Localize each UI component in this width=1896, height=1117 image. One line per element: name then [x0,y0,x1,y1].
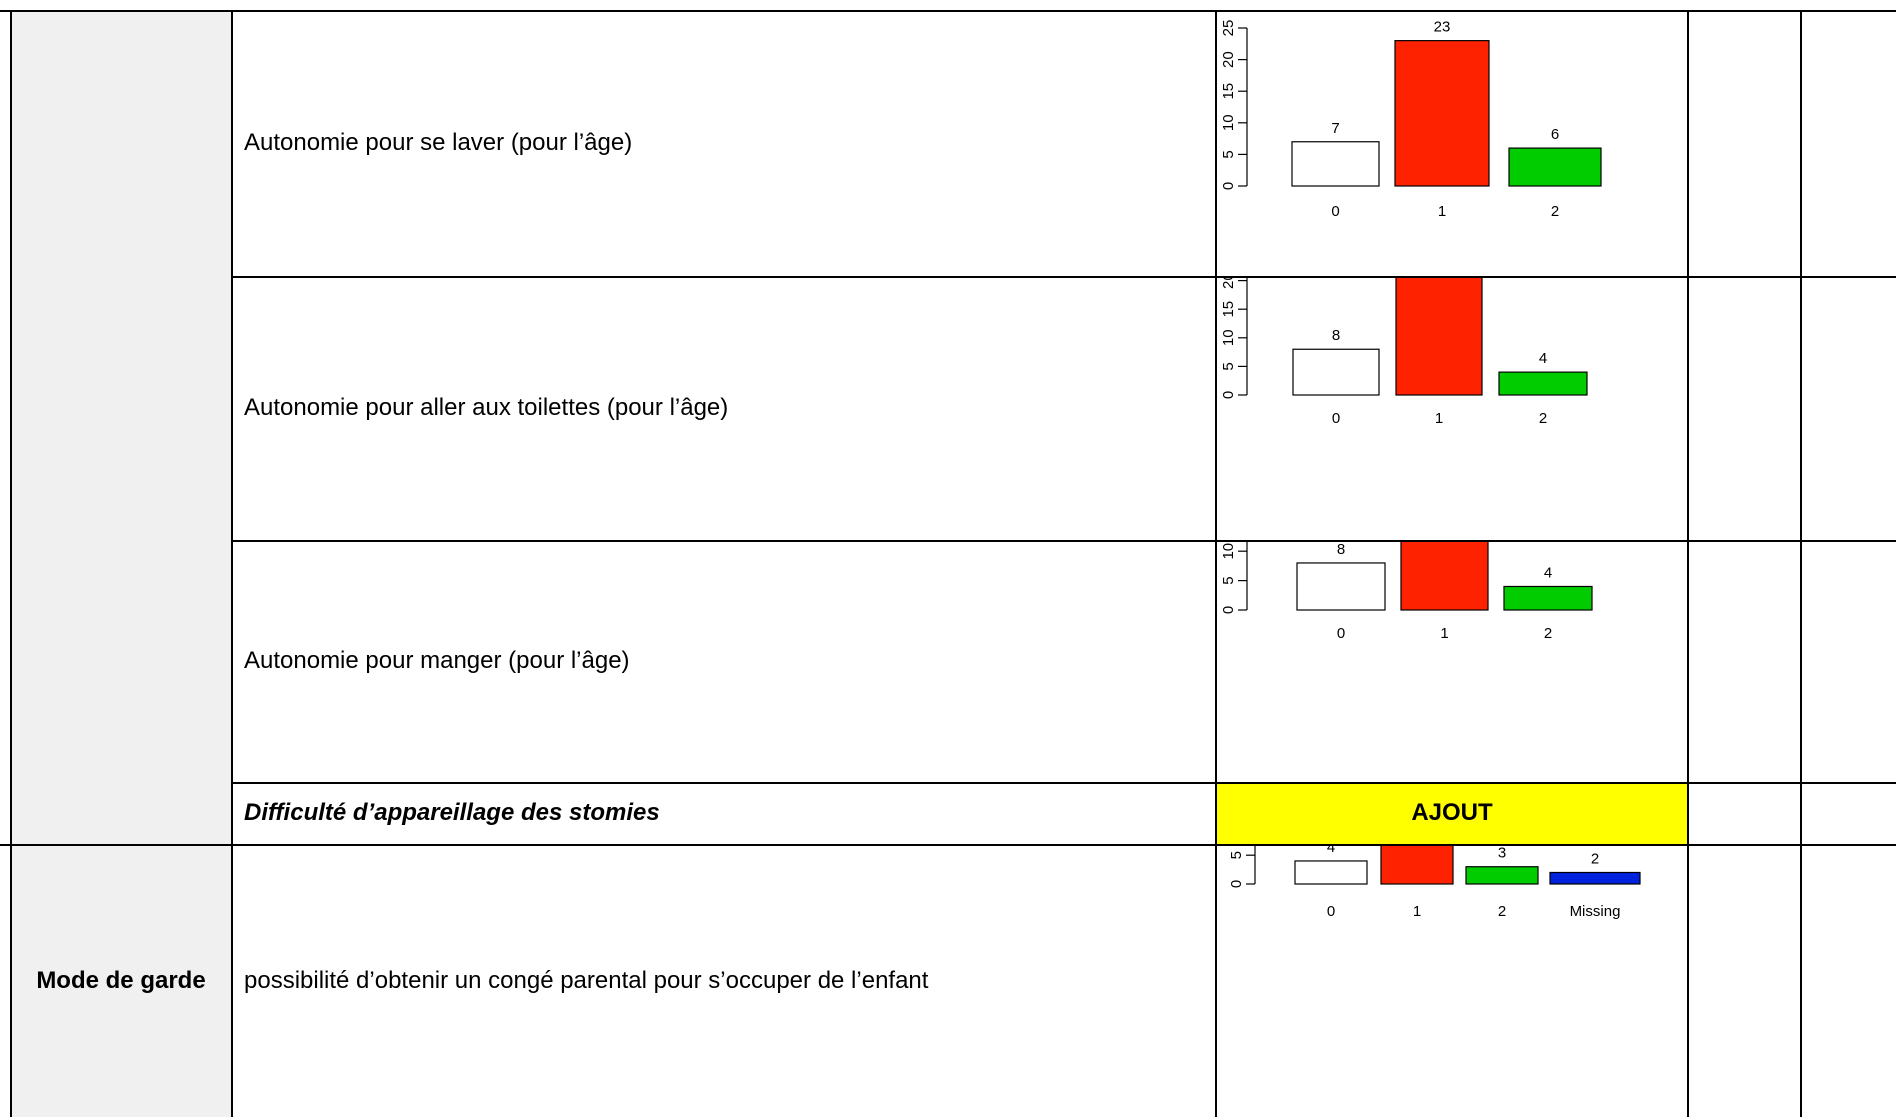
row-label-manger: Autonomie pour manger (pour l’âge) [244,647,630,674]
bar-0 [1296,562,1386,611]
x-category-label: 1 [1435,410,1443,427]
y-tick-label: 10 [1220,543,1237,560]
x-category-label: 2 [1544,625,1552,642]
x-category-label: 2 [1551,203,1559,220]
y-tick-label: 20 [1220,51,1237,68]
y-tick-label: 25 [1220,20,1237,37]
bar-chart-toilettes: 05101520258024142 [1220,277,1588,427]
y-tick-label: 0 [1220,182,1237,190]
y-tick-label: 10 [1220,114,1237,131]
ajout-badge: AJOUT [1216,782,1688,844]
y-tick-label: 0 [1220,391,1237,399]
bar-value-label: 3 [1498,845,1506,862]
y-tick-label: 20 [1220,277,1237,289]
y-tick-label: 5 [1220,150,1237,158]
grid-line [232,540,1896,542]
y-tick-label: 15 [1220,301,1237,318]
category-cell-empty [10,10,232,844]
bar-0 [1294,860,1368,885]
x-category-label: Missing [1570,903,1621,920]
x-category-label: 0 [1337,625,1345,642]
bar-value-label: 4 [1327,845,1335,856]
y-tick-label: 5 [1220,362,1237,370]
y-tick-label: 5 [1228,851,1245,859]
row-label-laver: Autonomie pour se laver (pour l’âge) [244,129,633,156]
bar-0 [1291,141,1380,187]
x-category-label: 0 [1331,203,1339,220]
grid-line [1800,10,1802,1117]
x-category-label: 0 [1327,903,1335,920]
bar-value-label: 23 [1434,19,1451,36]
bar-1 [1394,40,1490,187]
bar-2 [1465,866,1539,885]
bar-value-label: 7 [1331,120,1339,137]
y-tick-label: 10 [1220,329,1237,346]
bar-1 [1400,541,1489,611]
x-category-label: 1 [1413,903,1421,920]
bar-0 [1292,348,1380,396]
bar-chart-laver: 0 5 10 15 20 25 7 0 23 1 6 2 [1220,19,1602,220]
bar-2 [1508,147,1602,187]
grid-line [10,10,12,1117]
bar-1 [1380,845,1454,885]
bar-value-label: 4 [1544,564,1552,581]
bar-2 [1498,371,1588,396]
y-tick-label: 5 [1220,576,1237,584]
grid-line [1687,10,1689,1117]
bar-1 [1395,277,1483,396]
bar-chart-conge-parental: 051015202540271322Missing [1228,845,1641,920]
y-tick-label: 0 [1228,880,1245,888]
bar-2 [1503,585,1593,611]
x-category-label: 2 [1539,410,1547,427]
y-tick-label: 0 [1220,606,1237,614]
y-tick-label: 15 [1220,83,1237,100]
bar-value-label: 2 [1591,850,1599,867]
grid-line [232,276,1896,278]
row-label-toilettes: Autonomie pour aller aux toilettes (pour… [244,394,729,421]
grid-line [232,782,1896,784]
bar-value-label: 8 [1332,327,1340,344]
bar-value-label: 8 [1337,541,1345,558]
x-category-label: 0 [1332,410,1340,427]
bar-missing [1549,871,1641,885]
category-cell-mode-de-garde: Mode de garde [10,844,232,1117]
grid-line [231,10,233,1117]
row-label-conge-parental: possibilité d’obtenir un congé parental … [244,966,929,994]
bar-chart-manger: 05101520258024142 [1220,541,1593,642]
grid-line [0,844,1896,846]
row-label-stomies: Difficulté d’appareillage des stomies [244,799,660,826]
x-category-label: 1 [1440,625,1448,642]
x-category-label: 2 [1498,903,1506,920]
bar-value-label: 6 [1551,126,1559,143]
grid-line [0,10,1896,12]
category-label-mode-de-garde: Mode de garde [36,966,206,994]
x-category-label: 1 [1438,203,1446,220]
grid-line [1215,10,1217,1117]
bar-value-label: 4 [1539,350,1547,367]
